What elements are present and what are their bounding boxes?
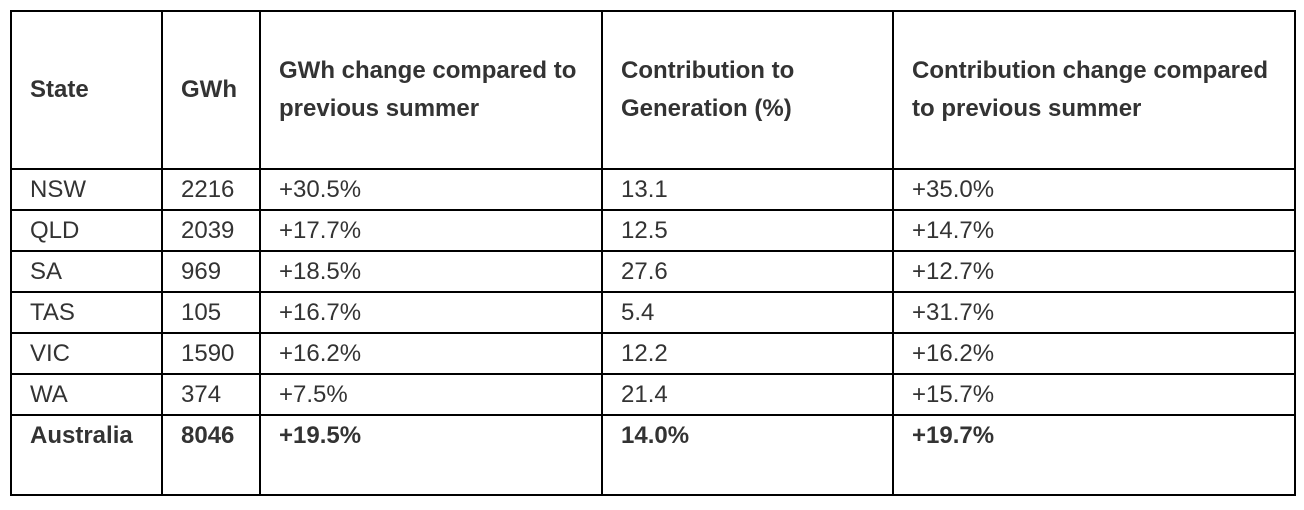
table-row: WA 374 +7.5% 21.4 +15.7% xyxy=(10,373,1296,416)
cell-gwh-change: +18.5% xyxy=(259,250,603,293)
table-row: QLD 2039 +17.7% 12.5 +14.7% xyxy=(10,209,1296,252)
cell-gwh-change: +30.5% xyxy=(259,168,603,211)
total-contribution-change: +19.7% xyxy=(892,414,1296,496)
header-gwh-change: GWh change compared to previous summer xyxy=(259,10,603,170)
cell-gwh: 2039 xyxy=(161,209,261,252)
cell-state: VIC xyxy=(10,332,163,375)
table-row: NSW 2216 +30.5% 13.1 +35.0% xyxy=(10,168,1296,211)
cell-contribution-change: +35.0% xyxy=(892,168,1296,211)
cell-gwh: 105 xyxy=(161,291,261,334)
cell-contribution-change: +16.2% xyxy=(892,332,1296,375)
total-row: Australia 8046 +19.5% 14.0% +19.7% xyxy=(10,414,1296,496)
cell-gwh: 969 xyxy=(161,250,261,293)
cell-state: TAS xyxy=(10,291,163,334)
cell-contribution: 13.1 xyxy=(601,168,894,211)
total-state: Australia xyxy=(10,414,163,496)
cell-contribution-change: +12.7% xyxy=(892,250,1296,293)
table-row: VIC 1590 +16.2% 12.2 +16.2% xyxy=(10,332,1296,375)
total-contribution: 14.0% xyxy=(601,414,894,496)
header-state: State xyxy=(10,10,163,170)
cell-contribution: 27.6 xyxy=(601,250,894,293)
cell-gwh-change: +16.7% xyxy=(259,291,603,334)
table-row: TAS 105 +16.7% 5.4 +31.7% xyxy=(10,291,1296,334)
cell-gwh: 2216 xyxy=(161,168,261,211)
cell-state: SA xyxy=(10,250,163,293)
cell-gwh-change: +7.5% xyxy=(259,373,603,416)
cell-contribution-change: +15.7% xyxy=(892,373,1296,416)
cell-contribution-change: +31.7% xyxy=(892,291,1296,334)
cell-gwh: 374 xyxy=(161,373,261,416)
cell-contribution-change: +14.7% xyxy=(892,209,1296,252)
total-gwh: 8046 xyxy=(161,414,261,496)
header-gwh: GWh xyxy=(161,10,261,170)
cell-gwh-change: +17.7% xyxy=(259,209,603,252)
cell-state: WA xyxy=(10,373,163,416)
cell-gwh: 1590 xyxy=(161,332,261,375)
cell-contribution: 12.5 xyxy=(601,209,894,252)
header-contribution-change: Contribution change compared to previous… xyxy=(892,10,1296,170)
total-gwh-change: +19.5% xyxy=(259,414,603,496)
cell-contribution: 5.4 xyxy=(601,291,894,334)
cell-state: QLD xyxy=(10,209,163,252)
data-table: State GWh GWh change compared to previou… xyxy=(10,10,1296,496)
cell-state: NSW xyxy=(10,168,163,211)
cell-gwh-change: +16.2% xyxy=(259,332,603,375)
header-row: State GWh GWh change compared to previou… xyxy=(10,10,1296,170)
cell-contribution: 21.4 xyxy=(601,373,894,416)
header-contribution: Contribution to Generation (%) xyxy=(601,10,894,170)
table-row: SA 969 +18.5% 27.6 +12.7% xyxy=(10,250,1296,293)
cell-contribution: 12.2 xyxy=(601,332,894,375)
